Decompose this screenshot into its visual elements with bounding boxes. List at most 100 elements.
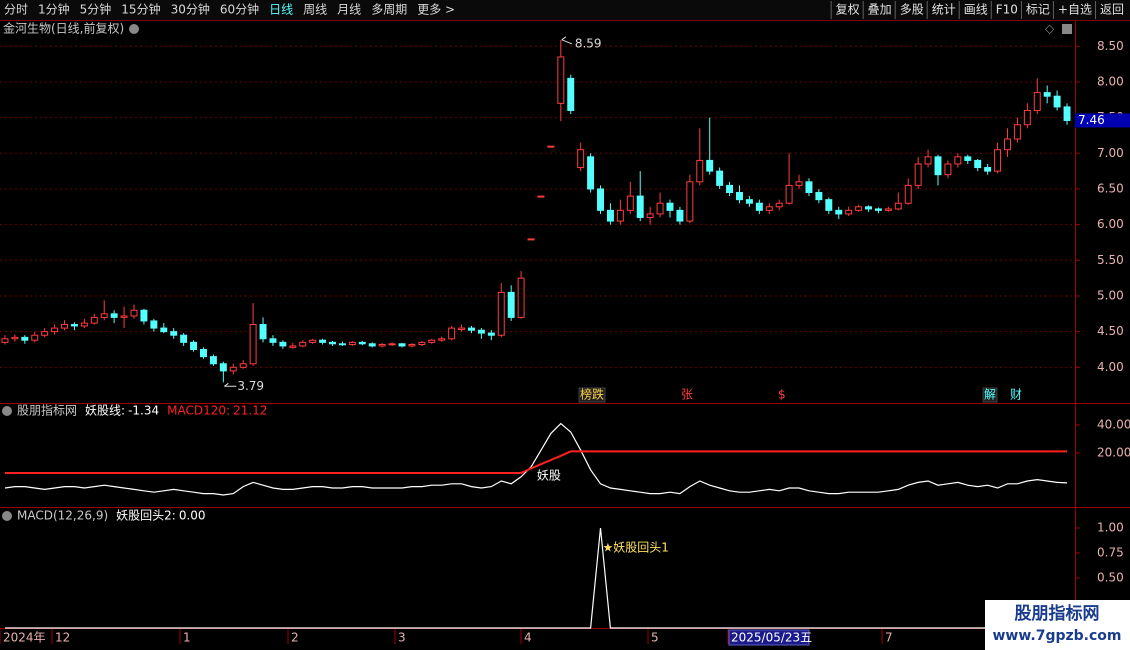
legend-sep: : <box>172 509 176 523</box>
candle-body <box>587 156 595 190</box>
event-marker[interactable]: 榜跌 <box>580 387 604 402</box>
candle-body <box>21 336 29 341</box>
candle-body <box>994 149 1002 172</box>
pane-icon: ◇ <box>1045 22 1055 36</box>
event-marker[interactable]: 解 <box>984 388 996 402</box>
y-tick-label: 6.50 <box>1097 181 1124 195</box>
y-tick-label: 20.00 <box>1097 445 1130 459</box>
last-price-box <box>1075 113 1130 128</box>
event-box <box>578 387 606 403</box>
candle-body <box>448 327 456 340</box>
event-marker[interactable]: 张 <box>681 388 693 402</box>
candle-body <box>775 202 783 208</box>
candle-body <box>180 334 188 343</box>
candle-body <box>1004 138 1011 151</box>
candle-body <box>130 309 138 317</box>
candle-body <box>239 363 247 368</box>
y-tick-label: 0.50 <box>1097 571 1124 585</box>
event-marker[interactable]: $ <box>778 388 786 402</box>
candle-body <box>1013 124 1021 140</box>
candle-body <box>815 192 823 201</box>
tool-button[interactable]: 统计 <box>932 3 956 17</box>
period-tab[interactable]: 5分钟 <box>80 2 112 17</box>
candle-body <box>378 343 386 347</box>
candle-body <box>468 327 475 331</box>
candle-body <box>904 184 912 204</box>
candle-body <box>736 192 743 201</box>
tool-button[interactable]: +自选 <box>1058 3 1092 17</box>
candle-body <box>458 327 466 331</box>
candle-body <box>597 188 604 211</box>
candle-body <box>348 341 356 345</box>
candle-body <box>686 181 694 222</box>
event-marker[interactable]: 财 <box>1010 388 1022 402</box>
candle-body <box>537 195 545 198</box>
candle-body <box>924 156 932 165</box>
legend-value: -1.34 <box>128 404 159 418</box>
candle-body <box>914 163 922 186</box>
candle-body <box>517 277 525 318</box>
candle-body <box>884 208 892 211</box>
candle-body <box>646 213 654 218</box>
legend-value: 0.00 <box>179 509 206 523</box>
candle-body <box>874 208 882 211</box>
x-tick-label: 3 <box>398 631 406 645</box>
candle-body <box>716 170 724 186</box>
tool-button[interactable]: 返回 <box>1100 3 1124 17</box>
tool-button[interactable]: 多股 <box>900 3 924 17</box>
candle-body <box>408 343 416 347</box>
candle-body <box>825 199 833 211</box>
period-tab[interactable]: 月线 <box>337 3 361 17</box>
candle-body <box>80 322 88 327</box>
pane-menu-icon[interactable] <box>2 406 12 416</box>
candle-body <box>11 336 19 340</box>
period-tab[interactable]: 多周期 <box>371 3 407 17</box>
tool-button[interactable]: 画线 <box>964 3 988 17</box>
candle-body <box>557 56 565 104</box>
candle-body <box>805 181 813 194</box>
period-tab[interactable]: 周线 <box>303 3 327 17</box>
period-tab[interactable]: 60分钟 <box>220 2 259 17</box>
candle-body <box>428 339 436 343</box>
period-tab[interactable]: 分时 <box>4 3 28 17</box>
candle-body <box>41 331 49 336</box>
candle-body <box>279 341 287 347</box>
candle-body <box>984 167 992 172</box>
last-price: 7.46 <box>1078 113 1105 127</box>
indicator-title: 股朋指标网 <box>17 403 77 418</box>
indicator-title: MACD(12,26,9) <box>17 509 108 523</box>
tool-button[interactable]: 标记 <box>1026 3 1050 17</box>
period-tab[interactable]: 15分钟 <box>121 2 160 17</box>
menu-icon[interactable] <box>129 24 139 34</box>
y-tick-label: 8.50 <box>1097 39 1124 53</box>
watermark-url: www.7gpzb.com <box>992 628 1121 644</box>
candle-body <box>319 339 327 343</box>
legend-name: MACD120 <box>167 404 226 418</box>
candle-body <box>269 338 277 343</box>
tool-button[interactable]: F10 <box>996 3 1018 17</box>
period-tab[interactable]: 30分钟 <box>171 2 210 17</box>
tool-button[interactable]: 复权 <box>836 3 860 17</box>
candle-body <box>894 202 902 210</box>
y-tick-label: 40.00 <box>1097 418 1130 432</box>
candle-body <box>865 206 872 210</box>
candle-body <box>606 209 614 222</box>
pane-menu-icon[interactable] <box>2 511 12 521</box>
candle-body <box>954 156 962 165</box>
tool-button[interactable]: 叠加 <box>868 3 892 17</box>
candle-body <box>477 329 485 334</box>
period-tab[interactable]: 更多 > <box>417 3 455 17</box>
candle-body <box>577 149 585 169</box>
high-arrow <box>561 36 573 45</box>
period-tab[interactable]: 1分钟 <box>38 2 70 17</box>
pane-close[interactable] <box>1062 24 1072 34</box>
candle-body <box>110 313 118 318</box>
y-tick-label: 4.50 <box>1097 324 1124 338</box>
x-tick-label: 4 <box>524 631 532 645</box>
period-tab[interactable]: 日线 <box>269 3 293 17</box>
candle-body <box>418 341 426 345</box>
watermark-box <box>985 600 1130 650</box>
candle-body <box>666 202 674 211</box>
